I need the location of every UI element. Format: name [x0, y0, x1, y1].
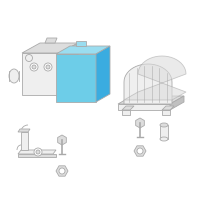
Polygon shape [162, 110, 170, 115]
Polygon shape [170, 96, 184, 110]
Ellipse shape [9, 69, 19, 83]
Polygon shape [118, 104, 170, 110]
Polygon shape [58, 135, 66, 145]
Polygon shape [134, 146, 146, 156]
Circle shape [137, 148, 143, 154]
Circle shape [44, 63, 52, 71]
Circle shape [32, 65, 36, 69]
Polygon shape [56, 46, 110, 54]
Polygon shape [18, 129, 30, 132]
Polygon shape [124, 56, 186, 100]
Polygon shape [60, 43, 78, 95]
Ellipse shape [160, 123, 168, 127]
Polygon shape [45, 38, 57, 43]
Polygon shape [162, 106, 174, 110]
Polygon shape [160, 125, 168, 139]
Polygon shape [136, 118, 144, 128]
Polygon shape [22, 43, 78, 53]
Polygon shape [96, 46, 110, 102]
Circle shape [36, 150, 40, 154]
Polygon shape [56, 166, 68, 176]
Polygon shape [56, 54, 96, 102]
Circle shape [46, 65, 50, 69]
Polygon shape [21, 132, 28, 150]
Circle shape [30, 63, 38, 71]
Polygon shape [124, 64, 172, 104]
Polygon shape [122, 110, 130, 115]
Polygon shape [18, 154, 56, 157]
Circle shape [34, 148, 42, 156]
Circle shape [26, 54, 32, 62]
Polygon shape [18, 150, 56, 154]
Polygon shape [122, 106, 134, 110]
Circle shape [59, 168, 65, 174]
Polygon shape [118, 96, 184, 104]
Polygon shape [76, 41, 86, 46]
Ellipse shape [160, 137, 168, 141]
Polygon shape [22, 53, 60, 95]
